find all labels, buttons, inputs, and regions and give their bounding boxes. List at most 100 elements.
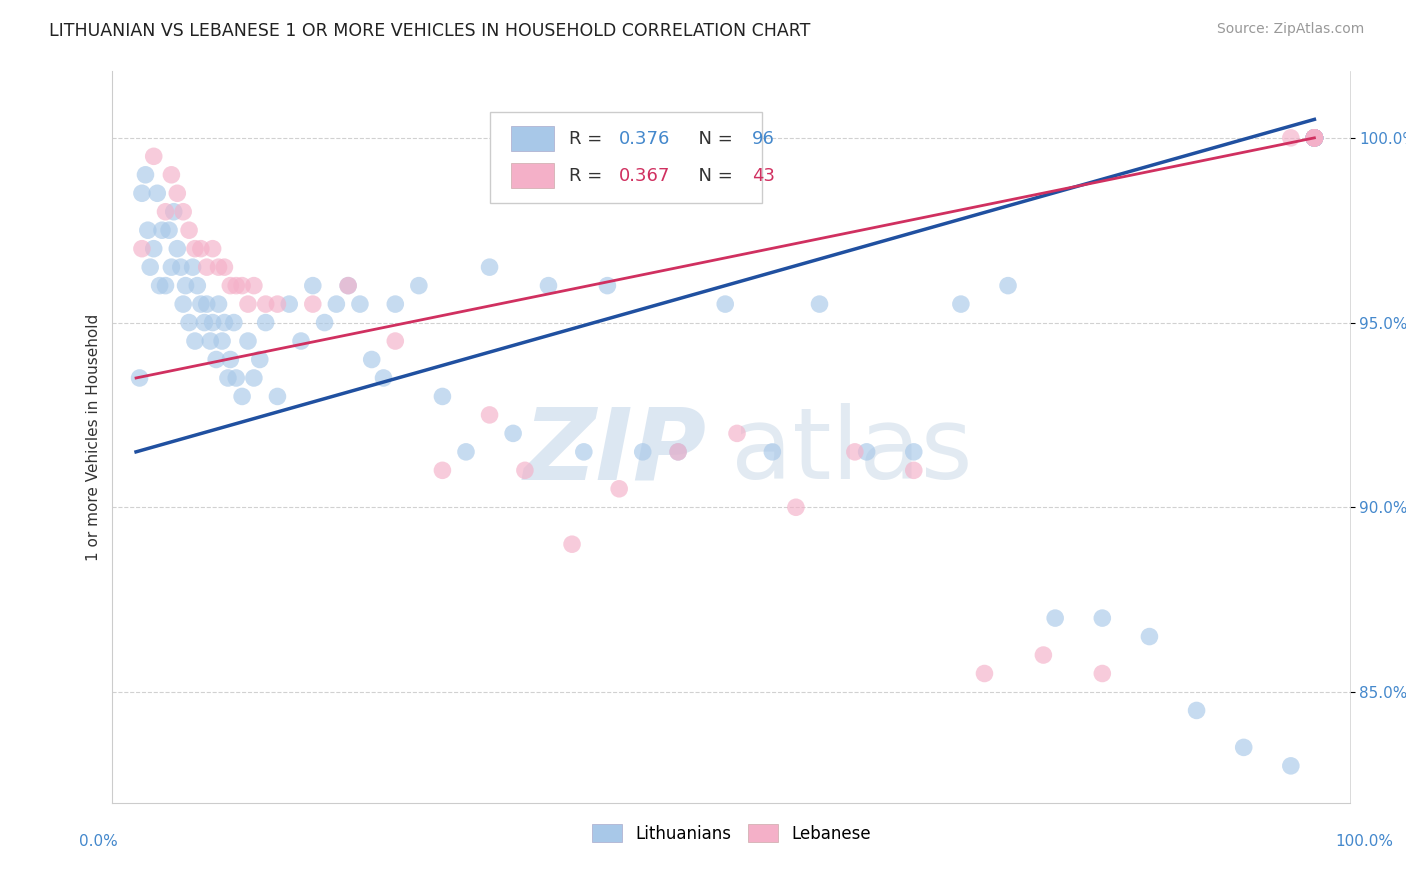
Point — [1303, 131, 1326, 145]
Point — [225, 371, 247, 385]
Point — [225, 278, 247, 293]
Point — [1303, 131, 1326, 145]
Text: 100.0%: 100.0% — [1334, 834, 1393, 849]
Point — [1279, 759, 1302, 773]
Point — [301, 278, 323, 293]
Point — [184, 334, 207, 348]
Point — [432, 463, 454, 477]
Text: 0.367: 0.367 — [619, 167, 669, 185]
Point — [231, 278, 253, 293]
Point — [1043, 611, 1066, 625]
Point — [190, 297, 212, 311]
Point — [761, 445, 783, 459]
Point — [1303, 131, 1326, 145]
Text: 0.0%: 0.0% — [79, 834, 118, 849]
Point — [278, 297, 301, 311]
Point — [596, 278, 619, 293]
Point — [1303, 131, 1326, 145]
Point — [193, 316, 215, 330]
Point — [190, 242, 212, 256]
Point — [290, 334, 312, 348]
FancyBboxPatch shape — [489, 112, 762, 203]
Text: 96: 96 — [752, 130, 775, 148]
Point — [201, 316, 224, 330]
Y-axis label: 1 or more Vehicles in Household: 1 or more Vehicles in Household — [86, 313, 101, 561]
Text: R =: R = — [569, 167, 607, 185]
Point — [219, 278, 242, 293]
Point — [142, 149, 165, 163]
Point — [1303, 131, 1326, 145]
Point — [1303, 131, 1326, 145]
Point — [714, 297, 737, 311]
Point — [207, 297, 229, 311]
Point — [136, 223, 159, 237]
Point — [373, 371, 395, 385]
Point — [184, 242, 207, 256]
Point — [478, 260, 501, 274]
Point — [1303, 131, 1326, 145]
Point — [131, 242, 153, 256]
Text: N =: N = — [686, 130, 738, 148]
Point — [454, 445, 477, 459]
Point — [177, 223, 200, 237]
Text: atlas: atlas — [731, 403, 973, 500]
Point — [1303, 131, 1326, 145]
Text: Source: ZipAtlas.com: Source: ZipAtlas.com — [1216, 22, 1364, 37]
Point — [160, 168, 183, 182]
Text: R =: R = — [569, 130, 607, 148]
FancyBboxPatch shape — [510, 163, 554, 188]
Point — [195, 297, 218, 311]
Point — [432, 389, 454, 403]
Point — [211, 334, 233, 348]
Text: 43: 43 — [752, 167, 775, 185]
Point — [155, 278, 177, 293]
Point — [1303, 131, 1326, 145]
Point — [214, 260, 236, 274]
Point — [249, 352, 271, 367]
Point — [1303, 131, 1326, 145]
Point — [725, 426, 748, 441]
Point — [1303, 131, 1326, 145]
Point — [1303, 131, 1326, 145]
Point — [134, 168, 156, 182]
Point — [266, 389, 288, 403]
Text: 0.376: 0.376 — [619, 130, 669, 148]
Point — [1279, 131, 1302, 145]
Point — [1303, 131, 1326, 145]
Point — [150, 223, 173, 237]
Point — [163, 204, 186, 219]
Point — [384, 334, 406, 348]
Point — [217, 371, 239, 385]
Text: ZIP: ZIP — [523, 403, 706, 500]
Point — [181, 260, 204, 274]
Point — [172, 297, 194, 311]
Point — [903, 445, 925, 459]
Point — [666, 445, 689, 459]
Point — [855, 445, 877, 459]
Point — [172, 204, 194, 219]
Point — [266, 297, 288, 311]
Point — [205, 352, 228, 367]
Point — [1139, 630, 1161, 644]
Point — [1303, 131, 1326, 145]
Point — [1233, 740, 1256, 755]
Point — [128, 371, 150, 385]
FancyBboxPatch shape — [510, 126, 554, 152]
Point — [142, 242, 165, 256]
Point — [254, 297, 277, 311]
Point — [236, 334, 259, 348]
Point — [301, 297, 323, 311]
Text: LITHUANIAN VS LEBANESE 1 OR MORE VEHICLES IN HOUSEHOLD CORRELATION CHART: LITHUANIAN VS LEBANESE 1 OR MORE VEHICLE… — [49, 22, 811, 40]
Point — [1303, 131, 1326, 145]
Point — [139, 260, 162, 274]
Point — [231, 389, 253, 403]
Point — [666, 445, 689, 459]
Point — [785, 500, 807, 515]
Point — [561, 537, 583, 551]
Legend: Lithuanians, Lebanese: Lithuanians, Lebanese — [585, 818, 877, 849]
Point — [1303, 131, 1326, 145]
Point — [222, 316, 245, 330]
Point — [195, 260, 218, 274]
Point — [166, 186, 188, 201]
Point — [1303, 131, 1326, 145]
